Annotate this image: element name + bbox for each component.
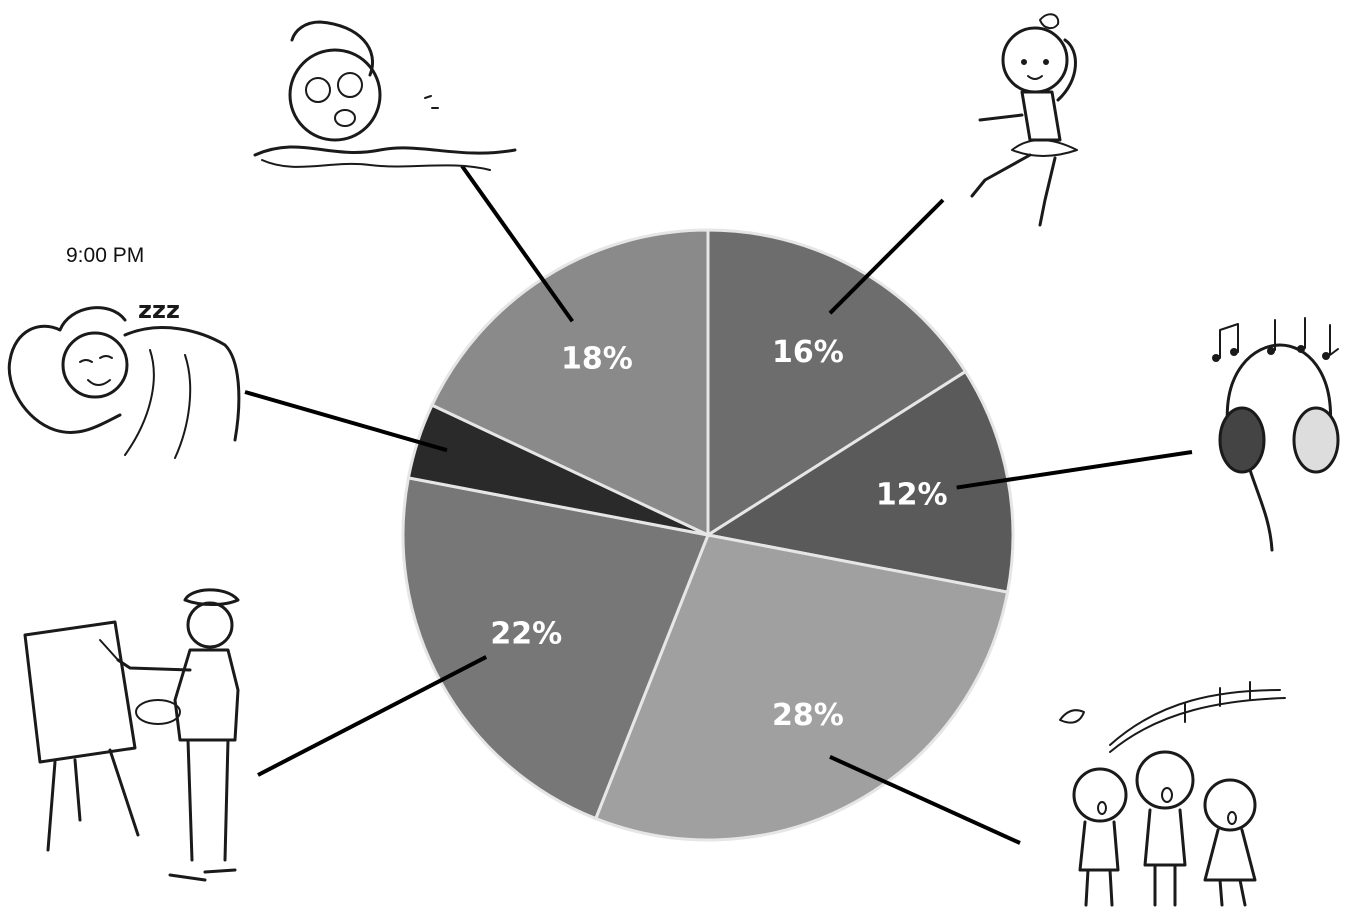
- leader-line-0: [828, 198, 945, 315]
- slice-label-3: 22%: [490, 616, 562, 651]
- leader-lines: [244, 164, 1193, 845]
- sleep-zzz-text: zzz: [138, 296, 180, 324]
- sleeping-person-icon: zzz: [7, 296, 241, 459]
- slice-label-2: 28%: [772, 698, 844, 733]
- children-singing-icon: [1059, 681, 1286, 907]
- leader-line-2: [829, 755, 1021, 845]
- leader-line-4: [244, 390, 448, 453]
- pie-slice-5: [430, 228, 710, 538]
- pie-slices: [401, 228, 1015, 842]
- slice-label-0: 16%: [772, 335, 844, 370]
- pie-labels: 16% 12% 28% 22% 18%: [490, 335, 947, 733]
- leader-line-1: [956, 450, 1193, 490]
- headphones-music-icon: [1212, 317, 1340, 552]
- leader-line-3: [257, 655, 488, 777]
- pie-slice-2: [593, 533, 1010, 842]
- painter-easel-icon: [23, 588, 240, 882]
- ballet-dancer-icon: [970, 13, 1078, 227]
- slice-label-1: 12%: [876, 478, 948, 513]
- swimmer-icon: [253, 20, 517, 171]
- time-label: 9:00 PM: [66, 244, 145, 267]
- leader-line-5: [460, 164, 574, 323]
- pie-slice-0: [706, 228, 968, 538]
- slice-label-5: 18%: [561, 341, 633, 376]
